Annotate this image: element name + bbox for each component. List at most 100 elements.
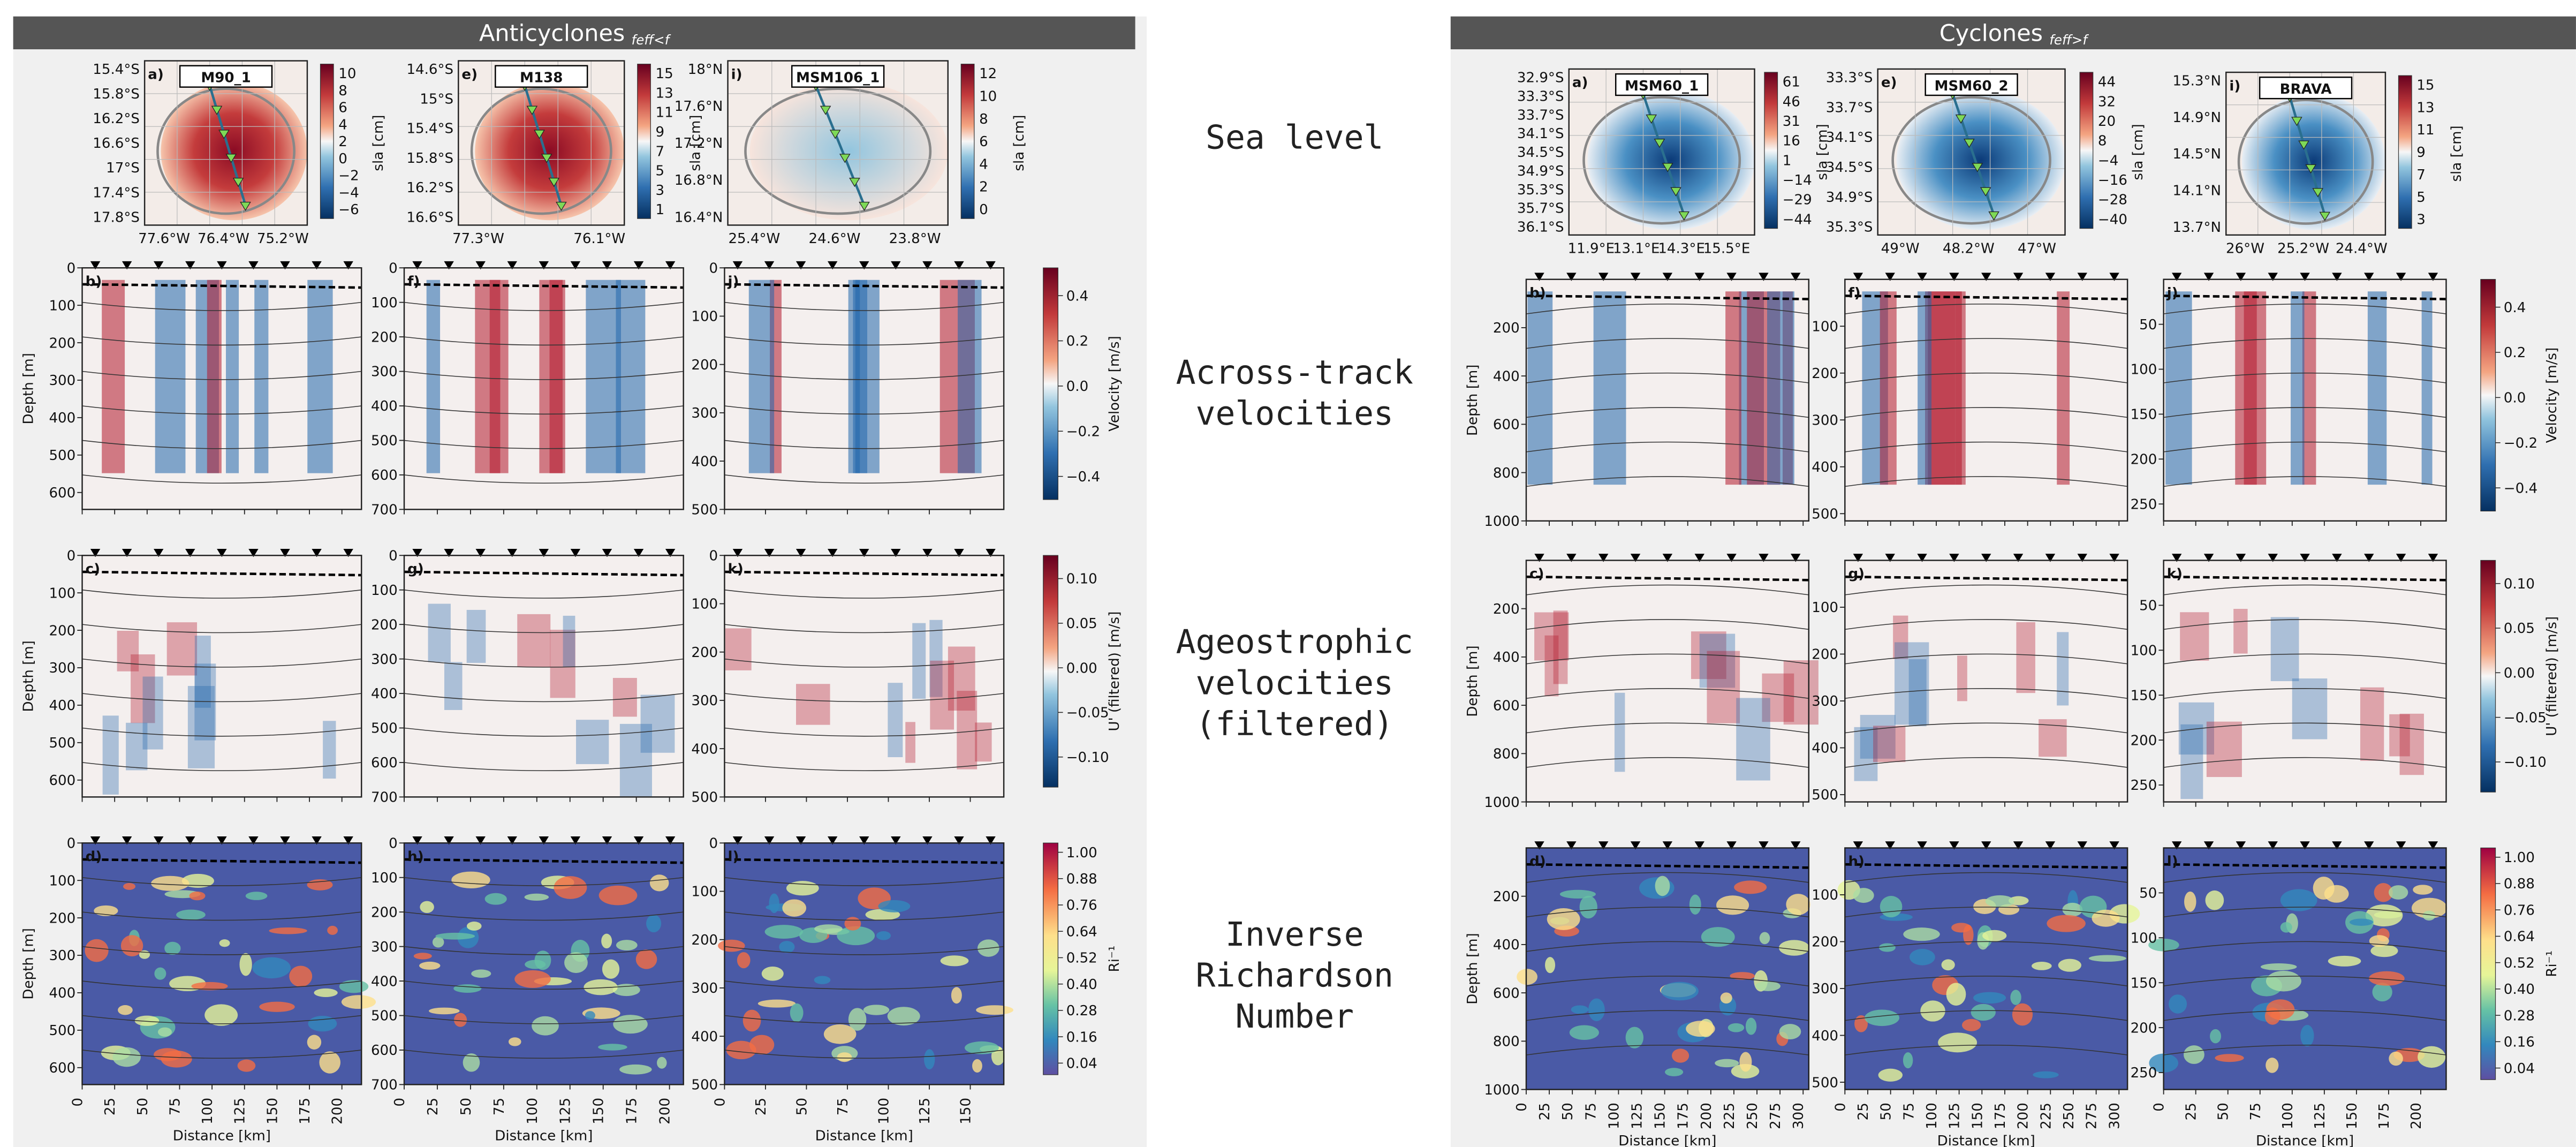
- colorbar-tick-label: 0.0: [2504, 390, 2526, 406]
- isopycnal: [1526, 303, 1809, 314]
- velocity-band: [194, 636, 211, 708]
- ri-patch: [307, 1035, 322, 1050]
- map-frame: [1877, 68, 2066, 236]
- map-frame: [727, 60, 949, 226]
- ri-patch: [524, 893, 549, 901]
- depth-tick-label: 250: [2131, 778, 2157, 794]
- map-frame: [458, 60, 625, 226]
- colorbar-tick-label: −28: [2098, 192, 2127, 208]
- row-label: Ageostrophic: [1176, 623, 1413, 661]
- distance-tick-label: 150: [1969, 1103, 1986, 1129]
- depth-tick-label: 500: [1812, 1075, 1838, 1091]
- colorbar-tick-label: 0.4: [1066, 288, 1088, 304]
- ri-patch: [2328, 955, 2361, 967]
- lat-tick-label: 17.2°N: [675, 135, 723, 152]
- colorbar-tick-label: 8: [2098, 133, 2107, 149]
- ri-patch: [782, 899, 807, 917]
- colorbar-label: sla [cm]: [687, 115, 703, 171]
- velocity-band: [428, 603, 451, 662]
- ri-patch: [757, 999, 796, 1008]
- distance-tick-label: 0: [2151, 1103, 2168, 1112]
- depth-tick-label: 200: [371, 904, 398, 920]
- station-marker: [1759, 554, 1769, 562]
- ri-patch: [1730, 972, 1755, 980]
- station-marker: [1885, 841, 1895, 850]
- isopycnal: [82, 946, 362, 955]
- velocity-band: [2206, 721, 2242, 778]
- station-marker: [954, 548, 964, 557]
- colorbar-tick-label: −0.4: [2504, 480, 2537, 496]
- depth-tick-label: 100: [1812, 319, 1838, 335]
- colorbar: [2079, 72, 2094, 229]
- colorbar-tick-label: 0.4: [2504, 300, 2526, 316]
- distance-tick-label: 0: [70, 1098, 86, 1107]
- colorbar-tick-label: 0.64: [1066, 924, 1097, 940]
- depth-tick-label: 600: [1493, 417, 1520, 433]
- colorbar: [2480, 847, 2496, 1080]
- station-marker: [154, 836, 164, 845]
- lat-tick-label: 34.9°S: [1517, 163, 1564, 179]
- ri-patch: [837, 926, 875, 946]
- colorbar: [2480, 560, 2496, 793]
- colorbar-tick-label: 0.2: [2504, 345, 2526, 361]
- colorbar-tick-label: 2: [338, 134, 347, 150]
- ri-patch: [1734, 880, 1767, 894]
- lat-tick-label: 34.1°S: [1517, 126, 1564, 142]
- ri-patch: [613, 1015, 648, 1034]
- lat-tick-label: 15.8°S: [406, 150, 453, 167]
- station-marker: [2319, 212, 2331, 221]
- isopycnal: [1845, 872, 2128, 883]
- distance-tick-label: 50: [458, 1098, 474, 1115]
- colorbar-tick-label: 8: [979, 111, 988, 127]
- depth-tick-label: 500: [1812, 506, 1838, 522]
- depth-tick-label: 400: [691, 454, 718, 470]
- colorbar-tick-label: 5: [2416, 190, 2426, 206]
- ri-patch: [1665, 1068, 1684, 1076]
- isopycnal: [724, 980, 1004, 990]
- isopycnal: [724, 336, 1004, 346]
- depth-tick-label: 200: [1493, 889, 1520, 905]
- depth-tick-label: 600: [371, 467, 398, 484]
- ri-patch: [1920, 1000, 1945, 1022]
- isopycnal: [1845, 441, 2128, 452]
- station-marker: [444, 261, 454, 270]
- depth-tick-label: 100: [691, 309, 718, 325]
- distance-tick-label: 50: [1878, 1103, 1895, 1120]
- colorbar-tick-label: −16: [2098, 172, 2127, 188]
- eddy-field: [749, 82, 948, 221]
- depth-axis-label: Depth [m]: [20, 353, 36, 424]
- ri-patch: [1982, 930, 2007, 941]
- station-marker: [829, 130, 841, 139]
- station-marker: [1662, 273, 1673, 281]
- ri-patch: [2184, 1045, 2204, 1064]
- depth-tick-label: 500: [691, 1077, 718, 1093]
- ri-patch: [219, 939, 230, 947]
- isopycnal: [724, 762, 1004, 771]
- station-marker: [1534, 273, 1544, 281]
- isopycnal: [2163, 757, 2446, 768]
- colorbar-tick-label: 10: [979, 89, 997, 105]
- lat-tick-label: 14.5°N: [2172, 146, 2221, 162]
- panel-label: f): [407, 274, 420, 290]
- distance-tick-label: 275: [2084, 1103, 2100, 1129]
- colorbar-tick-label: −0.2: [2504, 435, 2537, 451]
- distance-tick-label: 125: [1630, 1103, 1646, 1129]
- distance-axis-label: Distance [km]: [2256, 1133, 2354, 1147]
- depth-tick-label: 100: [371, 870, 398, 886]
- isopycnal: [1845, 476, 2128, 487]
- ri-patch: [245, 892, 268, 900]
- row-label: Number: [1235, 998, 1354, 1036]
- station-marker: [1598, 554, 1609, 562]
- depth-tick-label: 300: [371, 652, 398, 668]
- station-marker: [154, 548, 164, 557]
- isopycnal: [404, 405, 684, 415]
- depth-tick-label: 200: [691, 357, 718, 373]
- velocity-field: [724, 555, 1004, 797]
- mixed-layer: [724, 858, 1004, 864]
- colorbar-tick-label: −0.4: [1066, 469, 1100, 485]
- ri-patch: [2388, 885, 2408, 900]
- ri-patch: [790, 1003, 804, 1022]
- depth-tick-label: 100: [2131, 931, 2157, 947]
- ri-patch: [2047, 915, 2086, 932]
- distance-axis-label: Distance [km]: [495, 1128, 593, 1144]
